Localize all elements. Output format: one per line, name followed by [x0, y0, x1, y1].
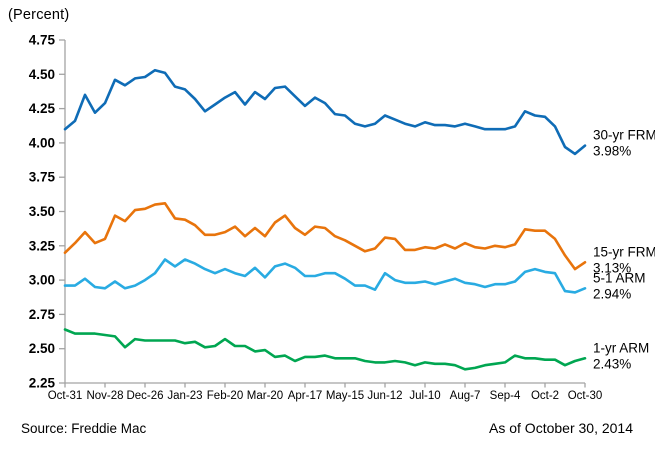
series-line-30-yr-frm [63, 68, 587, 156]
x-tick-label: Jan-23 [167, 390, 202, 402]
x-tick-label: Jun-12 [367, 390, 402, 402]
source-note: Source: Freddie Mac [21, 421, 147, 436]
x-tick-label: Mar-20 [247, 390, 283, 402]
y-tick-label: 3.25 [29, 238, 56, 253]
y-tick-label: 2.25 [29, 376, 56, 391]
x-tick-label: Aug-7 [450, 390, 481, 402]
x-tick-label: Nov-28 [86, 390, 123, 402]
x-tick-label: May-15 [326, 390, 364, 402]
x-tick-label: Oct-31 [48, 390, 83, 402]
x-tick-label: Oct-2 [531, 390, 559, 402]
series-name-label: 5-1 ARM [593, 270, 646, 285]
x-tick-label: Feb-20 [207, 390, 243, 402]
y-tick-label: 3.75 [29, 170, 56, 185]
x-tick-label: Jul-10 [409, 390, 440, 402]
y-tick-label: 3.50 [29, 204, 55, 219]
series-line-15-yr-frm [63, 202, 587, 271]
y-tick-label: 4.75 [29, 33, 56, 48]
x-tick-label: Oct-30 [568, 390, 603, 402]
x-tick-label: Dec-26 [126, 390, 163, 402]
series-line-5-1-arm [63, 258, 587, 294]
as-of-date: As of October 30, 2014 [489, 420, 633, 436]
series-name-label: 30-yr FRM [593, 128, 655, 143]
y-tick-label: 4.00 [29, 135, 55, 150]
series-line-1-yr-arm [63, 328, 587, 371]
series-name-label: 1-yr ARM [593, 340, 649, 355]
y-tick-label: 3.00 [29, 273, 55, 288]
series-end-value-label: 2.43% [593, 356, 631, 371]
series-end-value-label: 3.13% [593, 260, 631, 275]
series-end-value-label: 3.98% [593, 144, 631, 159]
y-tick-label: 2.50 [29, 341, 55, 356]
series-name-label: 15-yr FRM [593, 244, 655, 259]
x-tick-label: Sep-4 [490, 390, 521, 402]
mortgage-rates-line-chart: 2.25 2.50 2.75 3.00 3.25 3.50 3.75 4.00 4.25 4.50… [29, 33, 655, 403]
y-tick-label: 4.25 [29, 101, 56, 116]
x-tick-label: Apr-17 [288, 390, 323, 402]
y-tick-label: 4.50 [29, 67, 55, 82]
y-tick-label: 2.75 [29, 307, 56, 322]
y-axis-unit-label: (Percent) [8, 7, 70, 23]
series-end-value-label: 2.94% [593, 286, 631, 301]
